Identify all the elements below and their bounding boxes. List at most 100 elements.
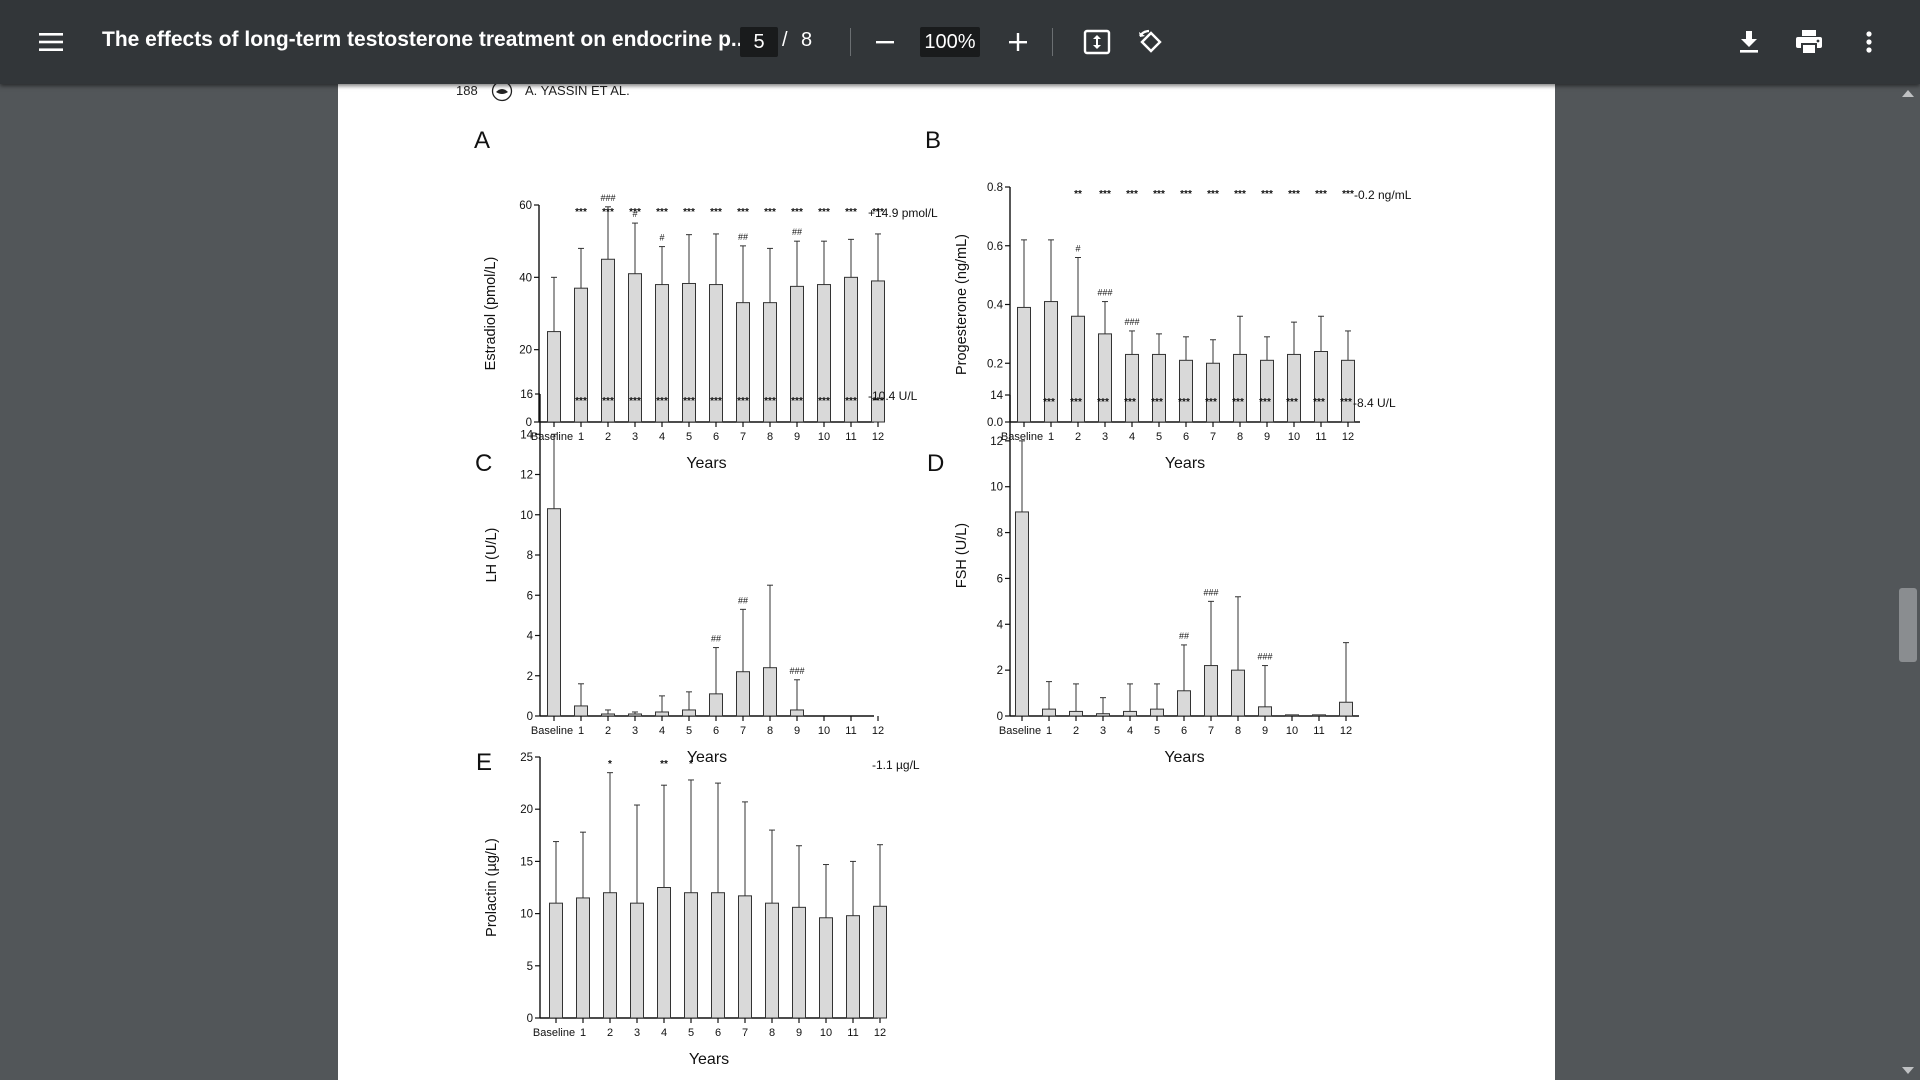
zoom-level-input[interactable]: 100% <box>920 27 980 57</box>
significance-marker: *** <box>737 396 749 407</box>
scrollbar-thumb[interactable] <box>1899 588 1917 662</box>
y-axis-label: FSH (U/L) <box>954 523 970 588</box>
bar <box>603 892 617 1019</box>
x-tick-label: 11 <box>1315 431 1326 443</box>
x-tick-label: 3 <box>634 1027 640 1039</box>
x-tick-label: 7 <box>740 431 746 443</box>
y-tick-label: 0 <box>526 417 532 429</box>
x-tick-label: 1 <box>578 431 584 443</box>
zoom-out-icon[interactable] <box>870 30 900 54</box>
bar <box>1177 690 1191 717</box>
bar <box>547 331 561 423</box>
scroll-down-icon[interactable] <box>1902 1067 1914 1074</box>
x-axis-label: Years <box>1165 455 1205 472</box>
x-tick-label: 5 <box>1156 431 1162 443</box>
bar <box>1341 359 1355 423</box>
change-annotation: +14.9 pmol/L <box>868 206 938 220</box>
bar <box>657 887 671 1019</box>
x-tick-label: 7 <box>740 725 746 737</box>
significance-marker: *** <box>1126 189 1138 200</box>
more-options-icon[interactable] <box>1854 28 1884 56</box>
significance-marker-secondary: # <box>659 233 664 243</box>
x-tick-label: 6 <box>713 725 719 737</box>
print-icon[interactable] <box>1792 28 1826 56</box>
significance-marker: *** <box>1043 397 1055 408</box>
hamburger-menu-icon[interactable] <box>36 28 66 56</box>
x-tick-label: 5 <box>1154 725 1160 737</box>
y-tick-label: 60 <box>519 200 532 212</box>
x-tick-label: 7 <box>742 1027 748 1039</box>
bar <box>1096 713 1110 717</box>
significance-marker: *** <box>575 207 587 218</box>
bar <box>1258 706 1272 717</box>
x-tick-label: 8 <box>767 725 773 737</box>
document-viewer[interactable]: 188 A. YASSIN ET AL. A 0 20 40 60 Estradiol (… <box>0 80 1920 1080</box>
x-tick-label: 9 <box>796 1027 802 1039</box>
x-tick-label: Baseline <box>1001 431 1043 443</box>
significance-marker: *** <box>1342 189 1354 200</box>
bar <box>1339 701 1353 717</box>
y-tick-label: 0.8 <box>987 182 1003 194</box>
y-tick-label: 8 <box>997 528 1003 540</box>
y-tick-label: 0.2 <box>987 358 1003 370</box>
bar <box>684 892 698 1019</box>
significance-marker: *** <box>1232 397 1244 408</box>
significance-marker: *** <box>1205 397 1217 408</box>
bar <box>630 902 644 1019</box>
rotate-icon[interactable] <box>1136 27 1166 57</box>
x-tick-label: 12 <box>872 431 884 443</box>
x-axis-label: Years <box>1164 749 1204 766</box>
panel-label: C <box>475 450 492 477</box>
x-tick-label: 1 <box>1048 431 1054 443</box>
document-title: The effects of long-term testosterone tr… <box>102 28 749 51</box>
x-tick-label: 8 <box>1235 725 1241 737</box>
x-tick-label: 2 <box>607 1027 613 1039</box>
chart-panel-b: B 0.0 0.2 0.4 0.6 0.8 Progesterone (ng/mL) Base… <box>925 127 1412 472</box>
bar <box>1017 306 1031 423</box>
current-page-input[interactable]: 5 <box>740 27 778 57</box>
y-axis-label: Prolactin (µg/L) <box>484 838 500 937</box>
fit-page-icon[interactable] <box>1082 28 1112 56</box>
y-tick-label: 20 <box>519 345 532 357</box>
significance-marker: ** <box>660 759 668 770</box>
significance-marker: *** <box>1151 397 1163 408</box>
significance-marker: *** <box>1288 189 1300 200</box>
scroll-up-icon[interactable] <box>1902 90 1914 97</box>
x-axis-label: Years <box>689 1051 729 1068</box>
x-tick-label: 12 <box>1340 725 1352 737</box>
x-tick-label: 4 <box>661 1027 667 1039</box>
significance-marker: *** <box>710 396 722 407</box>
change-annotation: -10.4 U/L <box>868 389 918 403</box>
y-tick-label: 25 <box>520 752 533 764</box>
toolbar-divider <box>850 28 851 56</box>
x-tick-label: 2 <box>1075 431 1081 443</box>
significance-marker: *** <box>1340 397 1352 408</box>
bar <box>547 508 561 717</box>
bar <box>1098 333 1112 423</box>
bar <box>574 705 588 717</box>
bar <box>736 671 750 717</box>
panel-label: B <box>925 127 941 154</box>
y-tick-label: 2 <box>997 665 1003 677</box>
bar <box>1123 710 1137 717</box>
significance-marker: *** <box>791 207 803 218</box>
bar <box>1152 353 1166 423</box>
significance-marker: *** <box>1180 189 1192 200</box>
x-tick-label: 2 <box>1073 725 1079 737</box>
bar <box>790 709 804 717</box>
x-tick-label: 3 <box>632 431 638 443</box>
vertical-scrollbar[interactable] <box>1896 84 1920 1080</box>
y-tick-label: 14 <box>520 429 533 441</box>
x-tick-label: 4 <box>1127 725 1133 737</box>
download-icon[interactable] <box>1734 28 1764 56</box>
significance-marker: *** <box>1097 397 1109 408</box>
bar <box>738 895 752 1019</box>
significance-marker: *** <box>764 396 776 407</box>
x-tick-label: 8 <box>767 431 773 443</box>
x-tick-label: 2 <box>605 431 611 443</box>
bar <box>682 709 696 717</box>
x-tick-label: 4 <box>659 725 665 737</box>
zoom-in-icon[interactable] <box>1003 30 1033 54</box>
